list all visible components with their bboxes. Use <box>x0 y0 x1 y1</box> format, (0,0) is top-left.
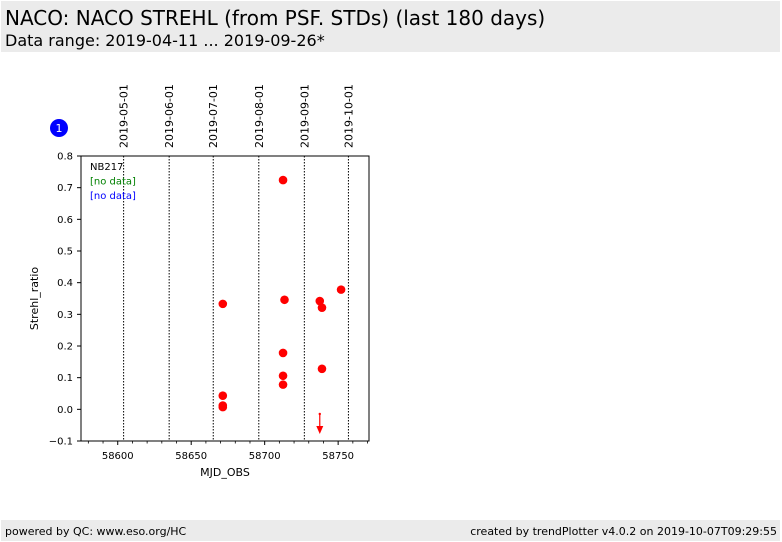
legend-entry: [no data] <box>90 191 136 202</box>
below-range-arrowhead <box>316 426 324 434</box>
x-tick-label: 58600 <box>102 451 134 462</box>
plot-frame <box>80 155 370 442</box>
y-tick-label: 0.3 <box>57 310 73 321</box>
data-point <box>317 364 327 374</box>
footer-powered-by: powered by QC: www.eso.org/HC <box>5 525 187 538</box>
y-tick-label: 0.7 <box>57 183 73 194</box>
date-label: 2019-09-01 <box>298 84 311 148</box>
y-tick-label: 0.6 <box>57 215 73 226</box>
data-point <box>278 175 288 185</box>
legend-entry: [no data] <box>90 177 136 188</box>
x-tick-label: 58700 <box>249 451 281 462</box>
data-point <box>278 348 288 358</box>
legend-entry: NB217 <box>90 162 123 173</box>
x-axis-label: MJD_OBS <box>200 466 250 479</box>
y-tick-label: 0.8 <box>57 152 73 163</box>
data-point <box>278 371 288 381</box>
y-tick-label: 0.0 <box>57 405 73 416</box>
page-title: NACO: NACO STREHL (from PSF. STDs) (last… <box>5 6 546 30</box>
y-axis-label: Strehl_ratio <box>28 267 41 331</box>
y-tick-label: 0.1 <box>57 373 73 384</box>
y-tick-label: 0.5 <box>57 247 73 258</box>
date-label: 2019-07-01 <box>207 84 220 148</box>
x-tick-label: 58650 <box>175 451 207 462</box>
data-range-subtitle: Data range: 2019-04-11 ... 2019-09-26* <box>5 31 325 50</box>
data-point <box>278 380 288 389</box>
data-point <box>336 285 346 294</box>
data-point <box>218 299 228 309</box>
date-label: 2019-05-01 <box>118 84 131 148</box>
date-label: 2019-06-01 <box>163 84 176 148</box>
strehl-scatter-chart: 2019-05-01 2019-06-01 2019-07-01 2019-08-01… <box>28 84 370 479</box>
panel-badge <box>50 119 68 137</box>
y-tick-label: 0.2 <box>57 342 73 353</box>
date-label: 2019-10-01 <box>342 84 355 148</box>
data-point <box>218 391 228 401</box>
data-point <box>317 303 327 312</box>
footer-bar: powered by QC: www.eso.org/HC created by… <box>1 520 780 541</box>
y-tick-label: −0.1 <box>49 437 73 448</box>
panel-badge-number: 1 <box>56 122 63 135</box>
x-tick-label: 58750 <box>322 451 354 462</box>
footer-created-by: created by trendPlotter v4.0.2 on 2019-1… <box>470 525 777 538</box>
data-point <box>315 296 325 306</box>
data-point <box>280 295 289 305</box>
below-range-arrow-tail <box>318 412 321 416</box>
date-label: 2019-08-01 <box>253 84 266 148</box>
header-bar: NACO: NACO STREHL (from PSF. STDs) (last… <box>1 1 780 52</box>
y-tick-label: 0.4 <box>57 278 73 289</box>
data-point <box>218 402 228 412</box>
